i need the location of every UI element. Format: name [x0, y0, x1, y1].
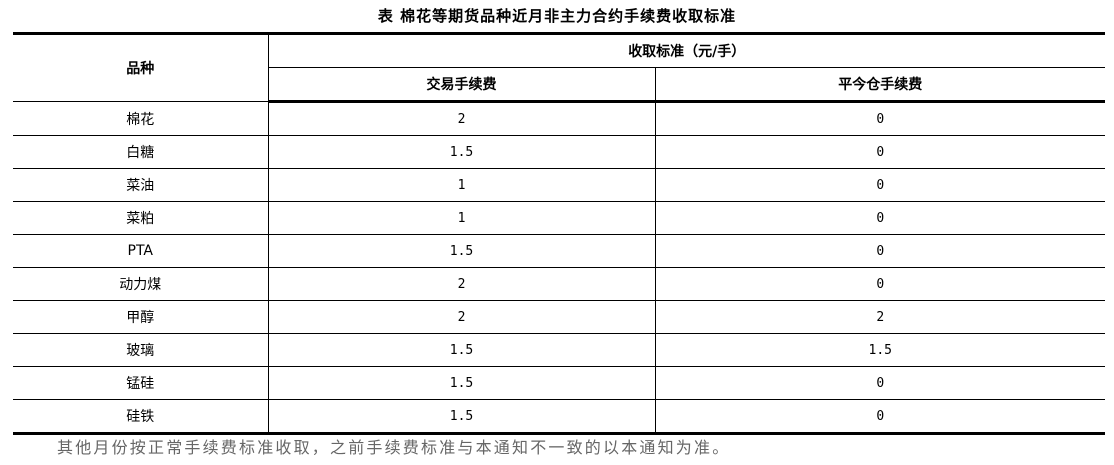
table-row: 硅铁 1.5 0 — [13, 399, 1105, 434]
table-row: 甲醇 2 2 — [13, 300, 1105, 334]
table-row: 白糖 1.5 0 — [13, 135, 1105, 169]
close-today-fee-cell: 0 — [654, 168, 1105, 202]
close-today-fee-cell: 0 — [654, 234, 1105, 268]
variety-cell: 菜粕 — [13, 201, 269, 235]
table-row: 棉花 2 0 — [13, 101, 1105, 136]
table-row: 动力煤 2 0 — [13, 267, 1105, 301]
table-row: 菜油 1 0 — [13, 168, 1105, 202]
trade-fee-cell: 1 — [267, 168, 656, 202]
header-variety: 品种 — [13, 33, 269, 102]
variety-cell: 棉花 — [13, 101, 269, 136]
close-today-fee-cell: 0 — [654, 135, 1105, 169]
close-today-fee-cell: 0 — [654, 101, 1105, 136]
variety-cell: 甲醇 — [13, 300, 269, 334]
trade-fee-cell: 1.5 — [267, 399, 656, 434]
trade-fee-cell: 2 — [267, 300, 656, 334]
variety-cell: 硅铁 — [13, 399, 269, 434]
trade-fee-cell: 2 — [267, 101, 656, 136]
header-trade-fee: 交易手续费 — [268, 67, 656, 103]
variety-cell: 菜油 — [13, 168, 269, 202]
trade-fee-cell: 1.5 — [267, 366, 656, 400]
close-today-fee-cell: 1.5 — [654, 333, 1105, 367]
trade-fee-cell: 1.5 — [267, 135, 656, 169]
header-standard: 收取标准（元/手） — [267, 33, 1105, 68]
fee-table: 品种 收取标准（元/手） 交易手续费 平今仓手续费 棉花 2 0 白糖 1.5 0 菜油 1 0… — [13, 32, 1105, 435]
variety-cell: 动力煤 — [13, 267, 269, 301]
table-row: 玻璃 1.5 1.5 — [13, 333, 1105, 367]
trade-fee-cell: 2 — [267, 267, 656, 301]
trade-fee-cell: 1.5 — [267, 234, 656, 268]
table-title: 表 棉花等期货品种近月非主力合约手续费收取标准 — [377, 7, 737, 25]
variety-cell: PTA — [13, 234, 269, 268]
close-today-fee-cell: 0 — [654, 399, 1105, 434]
trade-fee-cell: 1.5 — [267, 333, 656, 367]
close-today-fee-cell: 0 — [654, 267, 1105, 301]
footer-note: 其他月份按正常手续费标准收取，之前手续费标准与本通知不一致的以本通知为准。 — [57, 438, 731, 457]
variety-cell: 玻璃 — [13, 333, 269, 367]
close-today-fee-cell: 0 — [654, 366, 1105, 400]
close-today-fee-cell: 2 — [654, 300, 1105, 334]
table-row: PTA 1.5 0 — [13, 234, 1105, 268]
header-close-today-fee: 平今仓手续费 — [654, 67, 1105, 103]
close-today-fee-cell: 0 — [654, 201, 1105, 235]
trade-fee-cell: 1 — [267, 201, 656, 235]
table-row: 菜粕 1 0 — [13, 201, 1105, 235]
table-row: 锰硅 1.5 0 — [13, 366, 1105, 400]
variety-cell: 锰硅 — [13, 366, 269, 400]
variety-cell: 白糖 — [13, 135, 269, 169]
